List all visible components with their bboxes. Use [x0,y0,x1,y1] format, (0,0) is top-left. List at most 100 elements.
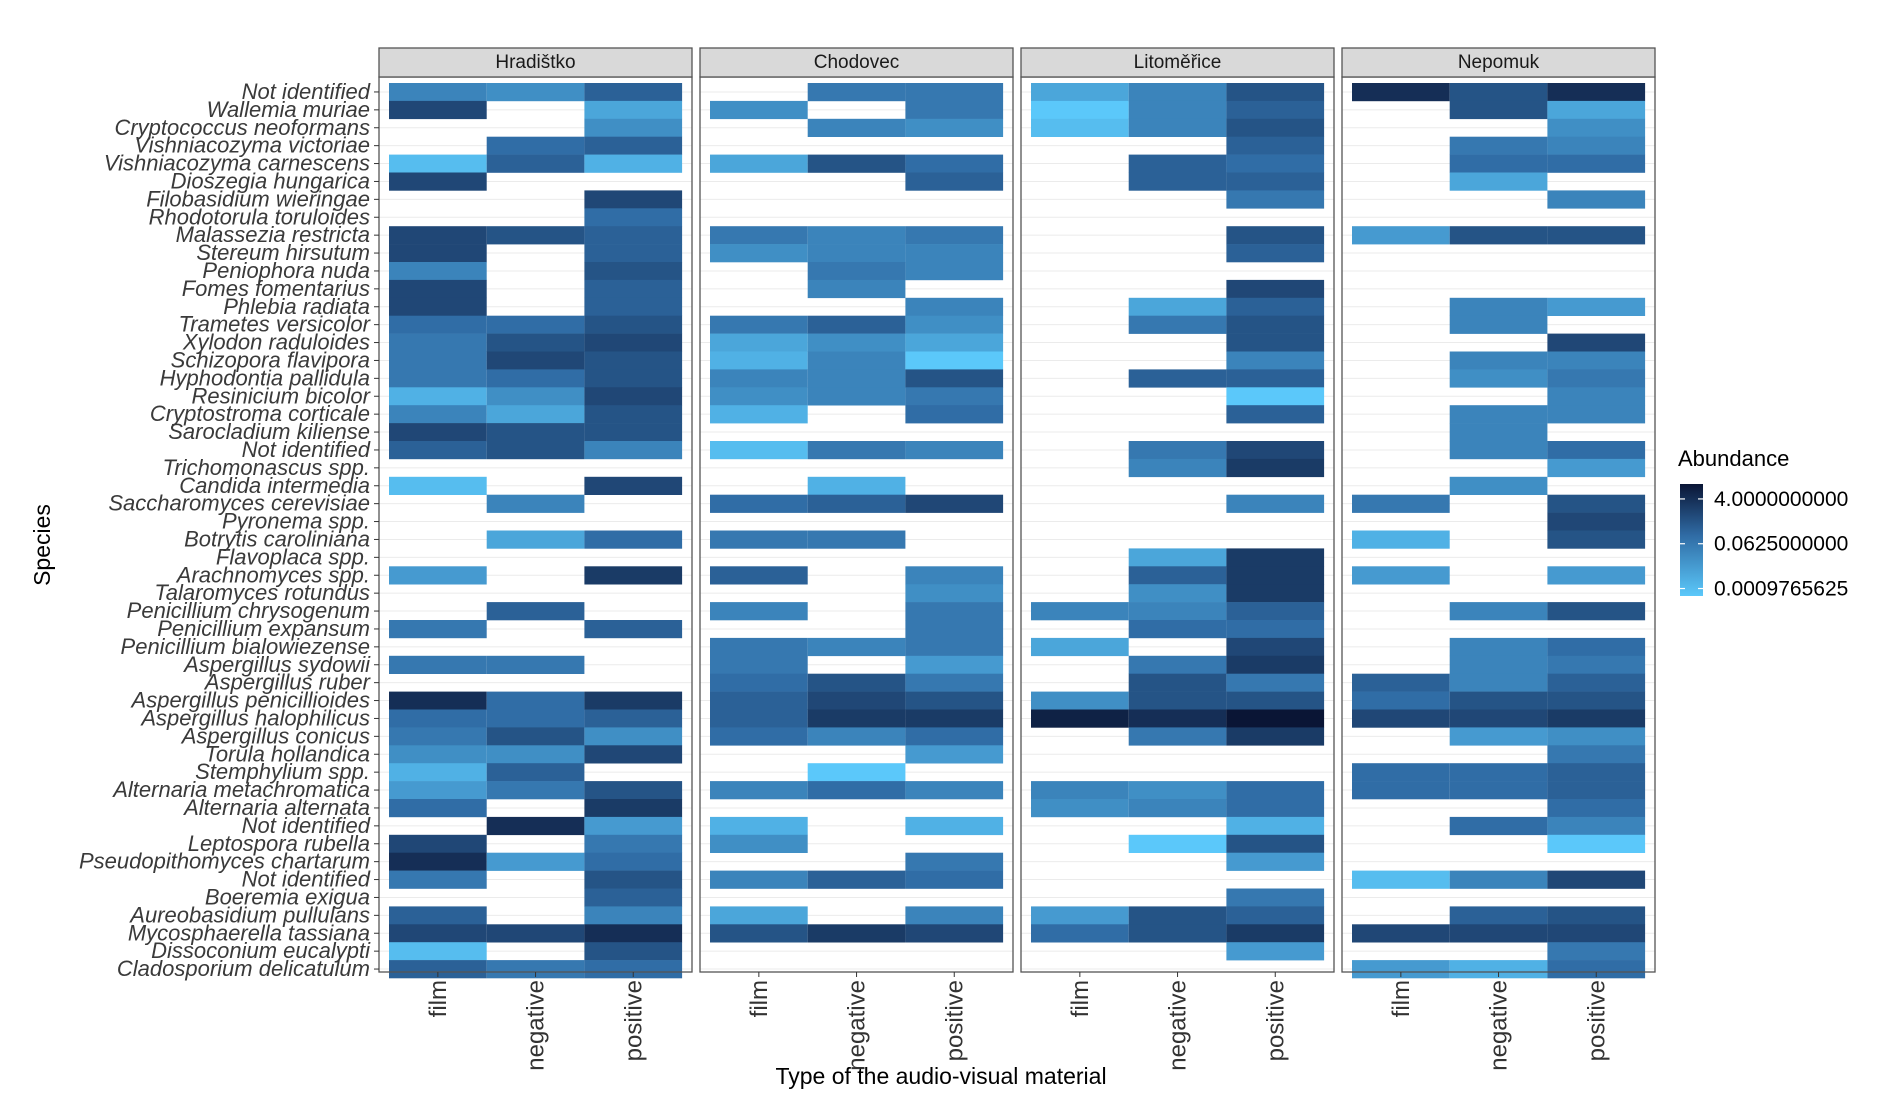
heat-cell [1226,602,1325,621]
x-tick-label: positive [620,980,647,1061]
heat-cell [710,351,808,370]
heat-cell [905,655,1004,674]
heat-cell [807,494,906,513]
heat-cell [1449,906,1548,925]
heat-cell [1547,781,1646,800]
x-axis-title: Type of the audio-visual material [775,1063,1106,1089]
species-label: Talaromyces rotundus [154,580,370,605]
heat-cell [486,226,585,245]
heat-cell [905,244,1004,263]
heat-cell [1226,852,1325,871]
heat-cell [1449,154,1548,173]
heat-cell [1128,781,1227,800]
species-label: Not identified [242,867,371,892]
heat-cell [1128,602,1227,621]
heat-cell [807,476,906,495]
heat-cell [1352,494,1450,513]
heat-cell [710,870,808,889]
heat-cell [1128,315,1227,334]
heat-cell [1352,763,1450,782]
heat-cell [1128,369,1227,388]
heat-cell [905,781,1004,800]
heat-cell [389,834,487,853]
heat-cell [1031,100,1129,120]
heat-cell [1226,441,1325,460]
heat-cell [1226,172,1325,191]
heat-cell [389,369,487,388]
heat-cell [807,637,906,657]
heat-cell [389,852,487,871]
heat-cell [1547,405,1646,424]
x-tick-label: positive [1262,980,1289,1061]
heat-cell [389,906,487,925]
heat-cell [584,441,683,460]
heat-cell [1226,494,1325,513]
heat-cell [1547,763,1646,782]
heat-cell [486,315,585,334]
heat-cell [1226,584,1325,603]
heat-cell [584,118,683,137]
species-label: Not identified [242,437,371,462]
heat-cell [1449,351,1548,370]
heat-cell [584,369,683,388]
heat-cell [807,763,906,782]
species-label: Penicillium chrysogenum [127,598,370,623]
heat-cell [389,799,487,818]
heat-cell [807,226,906,245]
heat-cell [1031,799,1129,818]
heat-cell [905,297,1004,316]
heat-cell [1449,691,1548,710]
heat-cell [710,709,808,728]
heat-cell [905,924,1004,943]
heat-cell [1352,870,1450,889]
species-label: Schizopora flavipora [171,347,370,372]
heat-cell [584,476,683,495]
heat-cell [1128,172,1227,191]
heat-cell [1547,226,1646,245]
heat-cell [710,244,808,263]
heat-cell [389,566,487,585]
heat-cell [584,279,683,299]
heat-cell [710,405,808,424]
heat-cell [1449,441,1548,460]
heat-cell [1226,387,1325,406]
heat-cell [905,226,1004,245]
facet-panels: Hradištko film negative positive Chodovec fil… [378,47,1656,1071]
heat-cell [1352,691,1450,710]
facet-strip [378,47,693,78]
heat-cell [1226,315,1325,334]
heat-cell [1128,673,1227,692]
heat-cell [1547,512,1646,531]
species-label: Vishniacozyma victoriae [134,133,370,158]
heat-cell [1031,691,1129,710]
heat-cell [1352,566,1450,585]
legend-title: Abundance [1678,446,1789,471]
heat-cell [1449,727,1548,746]
species-label: Torula hollandica [204,741,370,766]
heat-cell [710,441,808,460]
heat-cell [486,781,585,800]
species-label: Not identified [242,79,371,104]
species-label: Alternaria metachromatica [111,777,370,802]
heat-cell [584,244,683,263]
heat-cell [584,799,683,818]
facet-strip [1020,47,1335,78]
species-label: Candida intermedia [179,473,370,498]
heat-cell [1547,816,1646,836]
heat-cell [584,100,683,120]
heat-cell [1547,637,1646,657]
heat-cell [1449,423,1548,442]
heat-cell [486,655,585,674]
heat-cell [1226,799,1325,818]
heat-cell [807,673,906,692]
heat-cell [710,924,808,943]
species-label: Hyphodontia pallidula [160,365,370,390]
heat-cell [1352,673,1450,692]
species-label: Penicillium bialowiezense [121,634,370,659]
heat-cell [584,387,683,406]
heat-cell [1547,834,1646,853]
species-label: Rhodotorula toruloides [149,204,370,229]
species-label: Sarocladium kiliense [168,419,370,444]
heat-cell [1449,655,1548,674]
species-label: Wallemia muriae [207,97,370,122]
